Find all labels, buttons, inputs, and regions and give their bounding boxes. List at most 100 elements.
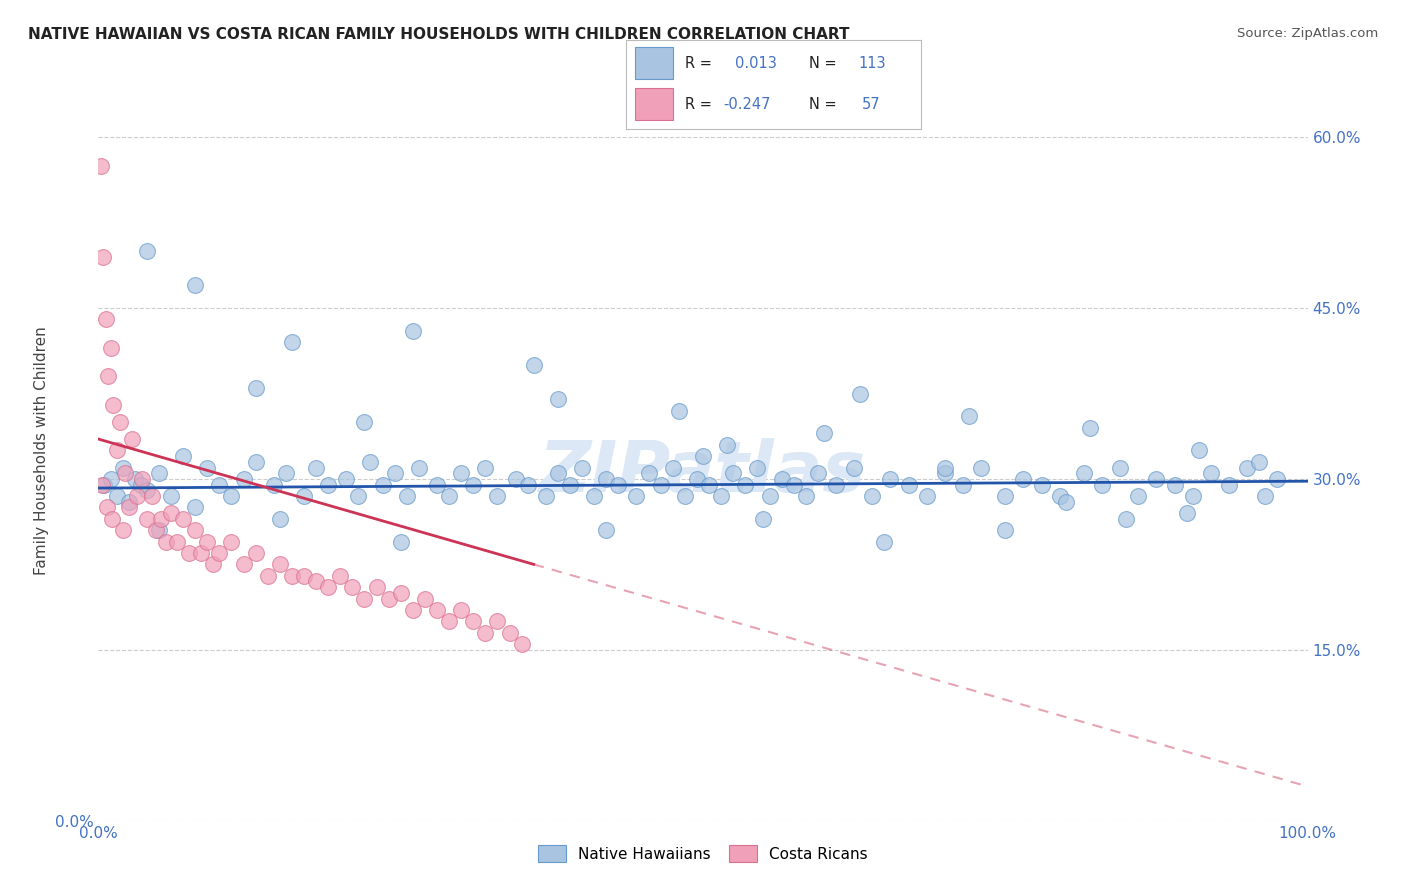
Point [486,615,509,629]
Point [184,278,207,293]
Point [263,477,285,491]
Point [1054,494,1077,508]
Point [1267,472,1289,486]
Point [1199,467,1222,481]
Point [195,460,218,475]
Point [915,489,938,503]
Point [1146,472,1168,486]
Text: -0.247: -0.247 [723,97,770,112]
Point [90,159,112,173]
Point [353,591,375,606]
Point [292,489,315,503]
Point [807,467,830,481]
Point [184,523,207,537]
Point [94,312,117,326]
Point [281,568,304,582]
Point [957,409,980,424]
Point [1049,489,1071,503]
Point [353,415,375,429]
Point [1175,506,1198,520]
Point [668,403,690,417]
Point [384,467,406,481]
Point [190,546,212,560]
Point [437,489,460,503]
Point [897,477,920,491]
Point [463,615,485,629]
Point [486,489,509,503]
Point [637,467,659,481]
Point [595,523,617,537]
Point [474,460,496,475]
Point [118,500,141,515]
Point [408,460,430,475]
Point [389,586,412,600]
Point [316,477,339,491]
Point [342,580,364,594]
Point [91,477,114,491]
Point [534,489,557,503]
Point [232,558,254,572]
Point [360,455,382,469]
Point [245,546,267,560]
Point [498,625,520,640]
Point [794,489,817,503]
Text: ZIPatlas: ZIPatlas [540,438,866,508]
Text: R =: R = [685,56,711,70]
Point [782,477,804,491]
Point [547,392,569,407]
Point [100,341,122,355]
Point [221,534,243,549]
Point [172,512,194,526]
Point [91,250,114,264]
Point [329,568,352,582]
Point [135,512,157,526]
Point [202,558,225,572]
Point [389,534,412,549]
Point [860,489,883,503]
Point [710,489,733,503]
Point [697,477,720,491]
Point [934,460,956,475]
Text: N =: N = [808,97,837,112]
Point [316,580,339,594]
Point [1115,512,1137,526]
Point [595,472,617,486]
Point [825,477,848,491]
Point [105,489,128,503]
Point [1188,443,1211,458]
Point [626,489,648,503]
Point [516,477,538,491]
Point [232,472,254,486]
Point [402,324,425,338]
Point [402,603,425,617]
Point [571,460,593,475]
Point [463,477,485,491]
Point [305,460,328,475]
Point [716,438,738,452]
Point [450,603,472,617]
Point [160,506,183,520]
Point [93,477,115,491]
Point [523,358,546,372]
Bar [634,88,673,120]
Point [734,477,756,491]
Point [371,477,394,491]
Point [129,477,152,491]
Point [395,489,418,503]
Point [758,489,780,503]
Text: Source: ZipAtlas.com: Source: ZipAtlas.com [1237,27,1378,40]
Y-axis label: Family Households with Children: Family Households with Children [34,326,49,574]
Point [1218,477,1240,491]
Point [413,591,436,606]
Point [97,369,120,384]
Point [474,625,496,640]
Point [1091,477,1114,491]
Point [124,472,146,486]
Point [1073,467,1095,481]
Point [650,477,672,491]
Point [873,534,896,549]
Point [1109,460,1132,475]
Point [1236,460,1258,475]
Point [1181,489,1204,503]
Point [607,477,630,491]
